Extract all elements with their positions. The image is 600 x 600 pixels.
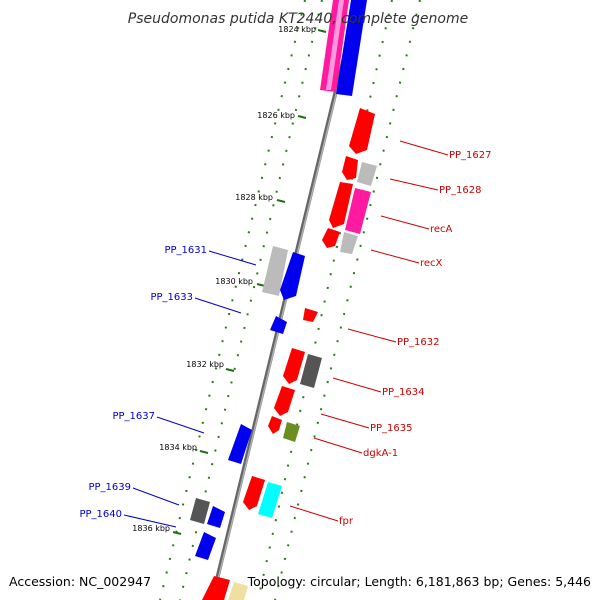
outer-right-track bbox=[274, 0, 421, 600]
gene-label-pp1627: PP_1627 bbox=[449, 150, 492, 161]
kbp-label: 1826 kbp bbox=[257, 111, 295, 120]
gene-label-pp1640: PP_1640 bbox=[79, 509, 122, 520]
gene-recx-gray bbox=[340, 232, 358, 254]
gene-recx-red bbox=[322, 228, 340, 248]
diagram-title: Pseudomonas putida KT2440, complete geno… bbox=[128, 11, 468, 27]
kbp-label: 1832 kbp bbox=[186, 360, 224, 369]
gene-fpr-cyan bbox=[258, 482, 282, 518]
gene-fpr-red bbox=[243, 476, 265, 510]
gene-label-pp1628: PP_1628 bbox=[439, 185, 482, 196]
gene-yellow-bottom bbox=[228, 582, 248, 600]
gene-label-pp1634: PP_1634 bbox=[382, 387, 425, 398]
gene-pp1628-gray bbox=[357, 162, 377, 186]
gene-label-pp1632: PP_1632 bbox=[397, 337, 440, 348]
gene-label-pp1631: PP_1631 bbox=[164, 245, 207, 256]
gene-pp1639-blue bbox=[207, 506, 225, 528]
kbp-label: 1828 kbp bbox=[235, 193, 273, 202]
gene-labels-left: PP_1631 PP_1633 PP_1637 PP_1639 PP_1640 bbox=[79, 245, 207, 520]
gene-pp1627 bbox=[349, 108, 375, 154]
gene-labels-right: PP_1627 PP_1628 recA recX PP_1632 PP_163… bbox=[339, 150, 492, 527]
gene-pp1628-red bbox=[342, 156, 358, 180]
footer: Accession: NC_002947 Topology: circular;… bbox=[9, 574, 591, 589]
gene-label-fpr: fpr bbox=[339, 516, 354, 527]
kbp-label: 1824 kbp bbox=[278, 25, 316, 34]
gene-reca-red bbox=[329, 182, 353, 228]
tick-tracks bbox=[159, 0, 421, 600]
gene-pinkstripe-top bbox=[326, 0, 344, 90]
gene-pp1634-red bbox=[283, 348, 305, 384]
gene-pp1631-gray bbox=[262, 246, 288, 296]
gene-dgka-olive bbox=[283, 422, 300, 442]
kbp-label: 1834 kbp bbox=[159, 443, 197, 452]
gene-pp1635 bbox=[274, 386, 295, 416]
gene-label-reca: recA bbox=[430, 224, 453, 235]
gene-pp1632 bbox=[303, 308, 318, 322]
gene-label-pp1635: PP_1635 bbox=[370, 423, 413, 434]
kbp-ticks bbox=[172, 29, 327, 535]
gene-blocks bbox=[190, 0, 377, 600]
gene-pp1634-dark bbox=[300, 354, 322, 388]
gene-label-pp1633: PP_1633 bbox=[150, 292, 193, 303]
gene-label-pp1637: PP_1637 bbox=[112, 411, 155, 422]
accession-text: Accession: NC_002947 bbox=[9, 574, 151, 589]
gene-pp1637 bbox=[228, 424, 252, 464]
gene-red-bottom bbox=[202, 576, 230, 600]
kbp-labels: 1824 kbp 1826 kbp 1828 kbp 1830 kbp 1832… bbox=[132, 25, 316, 533]
gene-pp1631-blue bbox=[280, 252, 305, 300]
gene-dgka-red bbox=[268, 416, 282, 434]
outer-left-track bbox=[159, 0, 306, 600]
kbp-label: 1836 kbp bbox=[132, 524, 170, 533]
leader-lines-left bbox=[123, 250, 257, 528]
genome-backbone bbox=[210, 0, 360, 600]
gene-blue-top bbox=[336, 0, 367, 96]
gene-pp1639-dark bbox=[190, 498, 210, 524]
inner-left-track bbox=[179, 0, 323, 600]
topology-text: Topology: circular; Length: 6,181,863 bp… bbox=[247, 574, 591, 589]
leader-lines-right bbox=[289, 140, 449, 522]
gene-label-dgka1: dgkA-1 bbox=[363, 448, 398, 459]
gene-pp1640 bbox=[195, 532, 216, 560]
gene-label-pp1639: PP_1639 bbox=[88, 482, 131, 493]
kbp-label: 1830 kbp bbox=[215, 277, 253, 286]
gene-pp1633 bbox=[270, 316, 287, 334]
gene-reca-pink bbox=[345, 188, 371, 234]
gene-label-recx: recX bbox=[420, 258, 443, 269]
